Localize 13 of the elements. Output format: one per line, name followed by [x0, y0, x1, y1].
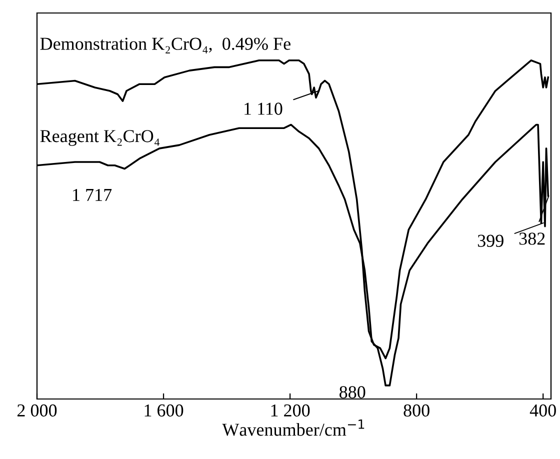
- x-tick-label: 1 200: [271, 404, 310, 417]
- x-tick-label: 1 600: [144, 404, 184, 417]
- annotation: 1 717: [73, 188, 112, 201]
- annotation: 1 110: [244, 102, 282, 115]
- x-tick-label: 2 000: [17, 404, 57, 417]
- annotation: 399: [478, 234, 504, 247]
- x-tick-label: 400: [530, 404, 556, 417]
- series-label: Demonstration K₂CrO₄, 0.49% Fe: [40, 38, 290, 54]
- x-axis-title: Wavenumber/cm$^{−1}$: [222, 420, 364, 436]
- series-label: Reagent K₂CrO₄: [40, 130, 160, 146]
- annotation: 382: [519, 232, 545, 245]
- annotation: 880: [340, 386, 366, 398]
- x-tick-label: 800: [404, 404, 430, 417]
